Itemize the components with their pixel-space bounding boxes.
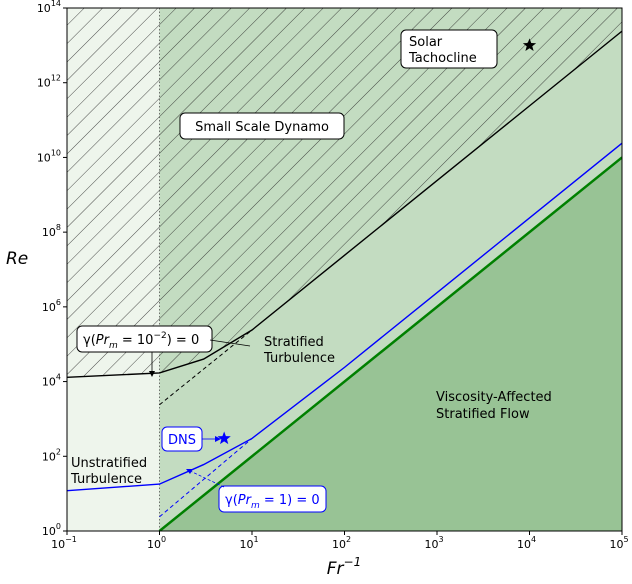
small-scale-dynamo-label: Small Scale Dynamo xyxy=(179,112,345,140)
dns-star-marker xyxy=(217,431,231,445)
y-tick-label: 100 xyxy=(42,522,61,538)
x-tick-label: 10−1 xyxy=(51,535,77,551)
y-tick-label: 106 xyxy=(42,298,61,314)
svg-text:γ(Prm = 1) = 0: γ(Prm = 1) = 0 xyxy=(225,493,320,511)
viscosity-affected-label-1: Viscosity-Affected xyxy=(436,390,552,405)
series-gamma-pm1-curve xyxy=(67,142,622,492)
y-tick-label: 102 xyxy=(42,447,61,463)
small-scale-dynamo-hatch xyxy=(67,8,622,378)
gamma-pm2-arrowhead xyxy=(149,371,155,377)
x-tick-label: 102 xyxy=(332,535,351,551)
gamma-pm1-arrowhead xyxy=(186,469,193,474)
x-tick-label: 100 xyxy=(147,535,166,551)
dns-arrowhead xyxy=(215,436,221,442)
y-axis-ticks: 100 102 104 106 108 1010 1012 1014 xyxy=(37,0,67,538)
svg-text:Solar: Solar xyxy=(409,35,443,50)
unstratified-turbulence-label-1: Unstratified xyxy=(71,456,147,471)
svg-text:DNS: DNS xyxy=(168,433,196,448)
y-tick-label: 1010 xyxy=(37,148,61,164)
gamma-pm2-label: γ(Prm = 10−2) = 0 xyxy=(76,325,213,353)
x-tick-label: 101 xyxy=(239,535,258,551)
gamma-pm2-arrow-2 xyxy=(209,339,251,347)
y-tick-label: 1012 xyxy=(37,74,61,90)
stratified-turbulence-label-2: Turbulence xyxy=(263,351,335,366)
dynamo-asymptote-dashed xyxy=(159,329,253,406)
y-axis-label: Re xyxy=(6,249,28,269)
y-tick-label: 108 xyxy=(42,223,61,239)
dns-asymptote-dashed xyxy=(159,438,253,518)
svg-text:γ(Prm = 10−2) = 0: γ(Prm = 10−2) = 0 xyxy=(83,331,199,351)
y-tick-label: 104 xyxy=(42,373,61,389)
series-gamma-pm2-curve xyxy=(67,30,622,379)
series-viscous-boundary-line xyxy=(158,156,622,531)
x-axis-label: Fr−1 xyxy=(327,555,361,579)
x-axis-ticks: 10−1 100 101 102 103 104 105 xyxy=(51,531,629,551)
x-tick-label: 104 xyxy=(517,535,536,551)
x-tick-label: 103 xyxy=(424,535,443,551)
unstratified-turbulence-label-2: Turbulence xyxy=(70,472,142,487)
solar-tachocline-label: Solar Tachocline xyxy=(400,29,498,69)
dns-label: DNS xyxy=(161,426,203,452)
viscosity-affected-label-2: Stratified Flow xyxy=(436,407,530,422)
svg-text:Tachocline: Tachocline xyxy=(408,51,477,66)
gamma-pm1-label: γ(Prm = 1) = 0 xyxy=(218,485,327,513)
solar-tachocline-star-marker xyxy=(522,38,537,52)
gamma-pm1-arrow xyxy=(187,469,225,488)
x-tick-label: 105 xyxy=(609,535,628,551)
y-tick-label: 1014 xyxy=(37,0,61,15)
svg-text:Small Scale Dynamo: Small Scale Dynamo xyxy=(195,120,329,135)
stratified-turbulence-label-1: Stratified xyxy=(264,335,324,350)
